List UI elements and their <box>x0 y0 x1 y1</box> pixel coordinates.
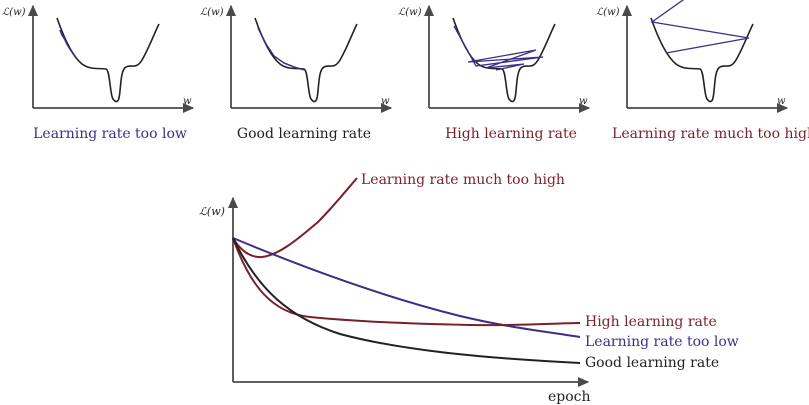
y-axis-label: ℒ(w) <box>2 7 26 18</box>
loss-vs-epoch-chart: ℒ(w) epoch Learning rate much too high H… <box>199 172 739 405</box>
panel-caption: High learning rate <box>445 126 577 142</box>
descent-path <box>59 29 77 59</box>
series-much-too-high <box>232 177 358 259</box>
label-too-low: Learning rate too low <box>585 334 739 350</box>
series-high <box>232 237 581 327</box>
descent-path <box>257 27 306 71</box>
y-axis-label: ℒ(w) <box>200 7 224 18</box>
panel-caption: Good learning rate <box>237 126 371 142</box>
label-high: High learning rate <box>585 314 717 330</box>
panel-caption: Learning rate much too high <box>612 126 809 142</box>
label-good: Good learning rate <box>585 355 719 371</box>
x-axis-label: w <box>183 96 192 107</box>
loss-curve <box>650 17 754 103</box>
panel-much-too-high: ℒ(w) w Learning rate much too high <box>596 0 809 142</box>
loss-curve <box>254 17 358 103</box>
x-axis-label: w <box>579 96 588 107</box>
x-axis-label: w <box>777 96 786 107</box>
descent-path <box>650 0 750 54</box>
y-axis-label: ℒ(w) <box>398 7 422 18</box>
x-axis-label: w <box>381 96 390 107</box>
label-much-too-high: Learning rate much too high <box>361 172 565 188</box>
y-axis-label: ℒ(w) <box>199 205 225 218</box>
panel-high: ℒ(w) w High learning rate <box>398 4 591 142</box>
series-good <box>232 237 581 364</box>
panel-too-low: ℒ(w) w Learning rate too low <box>2 4 195 142</box>
panel-good: ℒ(w) w Good learning rate <box>200 4 393 142</box>
loss-curve <box>56 17 160 103</box>
descent-path <box>453 25 544 71</box>
x-axis-label: epoch <box>548 389 591 405</box>
series-too-low <box>232 237 581 338</box>
panel-caption: Learning rate too low <box>33 126 187 142</box>
y-axis-label: ℒ(w) <box>596 7 620 18</box>
